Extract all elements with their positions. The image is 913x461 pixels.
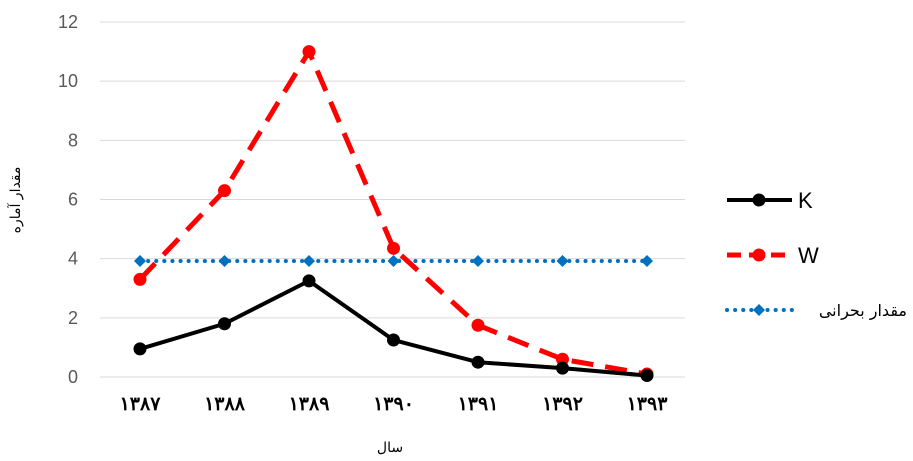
x-tick-label: ۱۳۹۰ [373,393,414,415]
x-tick-label: ۱۳۹۳ [627,393,669,415]
data-point [302,274,316,288]
data-point [133,342,147,356]
data-point [218,255,231,268]
series-layer [133,45,654,383]
legend-marker [752,193,766,207]
data-point [471,355,485,369]
data-point [303,255,315,268]
x-tick-label: ۱۳۹۱ [458,393,499,415]
data-point [218,317,231,331]
x-axis-ticks: ۱۳۸۷ ۱۳۸۸ ۱۳۸۹ ۱۳۹۰ ۱۳۹۱ ۱۳۹۲ ۱۳۹۳ [120,393,669,415]
data-point [641,255,653,268]
legend-label: W [798,243,819,268]
x-tick-label: ۱۳۸۸ [204,393,246,415]
data-point [472,255,484,268]
x-axis-title: سال [377,440,403,456]
legend-item: W [727,243,819,268]
y-tick-label: 6 [68,190,78,210]
legend: K W مقدار بحرانی [725,188,907,321]
y-tick-label: 2 [68,308,78,328]
data-point [471,318,485,332]
y-tick-label: 10 [58,71,78,91]
series-0 [133,274,654,383]
data-point [387,241,400,255]
series-1 [133,45,654,381]
data-point [218,184,231,198]
legend-item: K [727,188,813,213]
legend-label: K [798,188,813,213]
x-tick-label: ۱۳۸۷ [120,393,162,415]
y-tick-label: 4 [68,249,78,269]
data-point [134,255,146,268]
legend-marker [752,248,766,262]
gridlines [100,21,685,378]
y-axis-ticks: 0 2 4 6 8 10 12 [58,12,78,387]
y-tick-label: 0 [68,367,78,387]
x-tick-label: ۱۳۸۹ [289,393,330,415]
data-point [640,369,654,383]
legend-label: مقدار بحرانی [819,301,907,321]
data-point [556,361,569,375]
data-point [302,45,316,59]
data-point [556,255,569,268]
y-tick-label: 8 [68,130,78,150]
y-axis-title: مقدار آماره [7,167,24,234]
data-point [387,255,400,268]
x-tick-label: ۱۳۹۲ [542,393,583,415]
series-line [139,278,648,378]
legend-item: مقدار بحرانی [725,301,907,321]
y-tick-label: 12 [58,12,78,32]
series-2 [134,255,653,268]
legend-marker [753,304,765,316]
data-point [387,333,400,347]
data-point [133,272,147,286]
